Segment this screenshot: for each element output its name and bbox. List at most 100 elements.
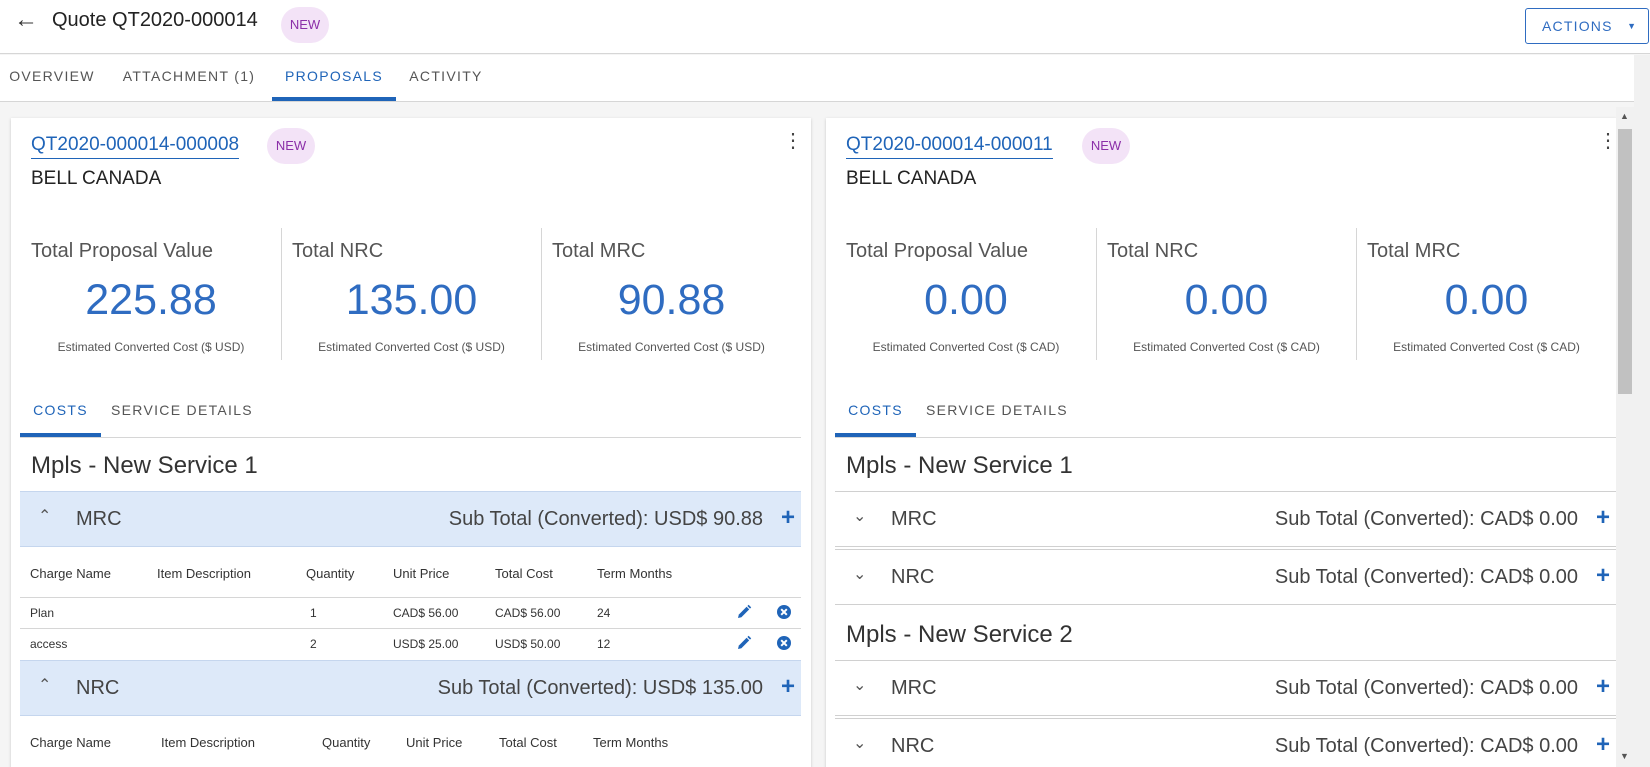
cell-term-months: 12 bbox=[597, 637, 611, 651]
metric-label: Total Proposal Value bbox=[846, 240, 1028, 262]
metric-label: Total NRC bbox=[1107, 240, 1199, 262]
cell-total-cost: USD$ 50.00 bbox=[495, 637, 561, 651]
section-subtotal: Sub Total (Converted): USD$ 135.00 bbox=[437, 677, 763, 699]
nrc-section-header[interactable]: ⌄ NRC Sub Total (Converted): CAD$ 0.00 + bbox=[835, 718, 1616, 767]
tab-costs[interactable]: COSTS bbox=[835, 388, 916, 437]
page-scrollbar[interactable] bbox=[1634, 55, 1650, 767]
column-header: Charge Name bbox=[30, 566, 111, 581]
column-header: Term Months bbox=[593, 735, 669, 750]
chevron-down-icon[interactable]: ⌄ bbox=[853, 735, 867, 752]
company-name: BELL CANADA bbox=[846, 168, 977, 189]
edit-icon[interactable] bbox=[736, 604, 752, 625]
chevron-up-icon[interactable]: ⌃ bbox=[38, 677, 52, 694]
proposal-card: QT2020-000014-000008 NEW BELL CANADA ⋮ T… bbox=[11, 118, 811, 767]
tab-attachment[interactable]: ATTACHMENT (1) bbox=[122, 68, 256, 84]
metric-value: 0.00 bbox=[924, 276, 1008, 324]
plus-icon[interactable]: + bbox=[780, 504, 795, 531]
section-subtotal: Sub Total (Converted): CAD$ 0.00 bbox=[1274, 508, 1578, 530]
cell-quantity: 1 bbox=[310, 606, 317, 620]
actions-button[interactable]: ACTIONS ▼ bbox=[1525, 8, 1649, 44]
column-header: Total Cost bbox=[495, 566, 553, 581]
proposal-link[interactable]: QT2020-000014-000008 bbox=[31, 134, 240, 159]
table-row: access 2 USD$ 25.00 USD$ 50.00 12 bbox=[20, 628, 801, 659]
section-subtotal: Sub Total (Converted): CAD$ 0.00 bbox=[1274, 566, 1578, 588]
more-vert-icon[interactable]: ⋮ bbox=[1598, 130, 1618, 152]
metric-value: 0.00 bbox=[1184, 276, 1269, 324]
page-header: ← Quote QT2020-000014 NEW ACTIONS ▼ bbox=[0, 0, 1650, 54]
metric-subtext: Estimated Converted Cost ($ CAD) bbox=[872, 340, 1060, 354]
metric-total-nrc: Total NRC 135.00 Estimated Converted Cos… bbox=[281, 228, 541, 360]
metric-label: Total MRC bbox=[1367, 240, 1461, 262]
column-header: Quantity bbox=[306, 566, 355, 581]
cell-unit-price: CAD$ 56.00 bbox=[393, 606, 459, 620]
plus-icon[interactable]: + bbox=[1595, 673, 1610, 700]
plus-icon[interactable]: + bbox=[1595, 504, 1610, 531]
chevron-down-icon[interactable]: ⌄ bbox=[853, 677, 867, 694]
column-header: Item Description bbox=[157, 566, 251, 581]
proposal-tabs: COSTS SERVICE DETAILS bbox=[835, 388, 1616, 438]
mrc-section-header[interactable]: ⌄ MRC Sub Total (Converted): CAD$ 0.00 + bbox=[835, 491, 1616, 547]
table-row: Plan 1 CAD$ 56.00 CAD$ 56.00 24 bbox=[20, 597, 801, 628]
cell-charge-name: access bbox=[30, 637, 68, 651]
metric-label: Total NRC bbox=[292, 240, 384, 262]
column-header: Term Months bbox=[597, 566, 673, 581]
cell-term-months: 24 bbox=[597, 606, 611, 620]
tab-service-details[interactable]: SERVICE DETAILS bbox=[926, 402, 1068, 418]
cell-quantity: 2 bbox=[310, 637, 317, 651]
column-header: Item Description bbox=[161, 735, 255, 750]
caret-down-icon: ▼ bbox=[1627, 21, 1636, 31]
chevron-up-icon[interactable]: ⌃ bbox=[38, 508, 52, 525]
metric-value: 225.88 bbox=[85, 276, 217, 324]
plus-icon[interactable]: + bbox=[1595, 731, 1610, 758]
section-subtotal: Sub Total (Converted): CAD$ 0.00 bbox=[1274, 677, 1578, 699]
page-title: Quote QT2020-000014 bbox=[52, 9, 258, 31]
metric-subtext: Estimated Converted Cost ($ CAD) bbox=[1393, 340, 1580, 354]
metric-value: 0.00 bbox=[1444, 276, 1529, 324]
status-badge: NEW bbox=[267, 128, 315, 164]
tab-costs[interactable]: COSTS bbox=[20, 388, 101, 437]
scroll-down-icon[interactable]: ▼ bbox=[1620, 751, 1629, 761]
service-title: Mpls - New Service 2 bbox=[846, 621, 1073, 648]
mrc-section-header[interactable]: ⌃ MRC Sub Total (Converted): USD$ 90.88 … bbox=[20, 491, 801, 547]
column-header: Unit Price bbox=[406, 735, 463, 750]
section-name: NRC bbox=[891, 566, 935, 588]
section-name: NRC bbox=[891, 735, 935, 757]
more-vert-icon[interactable]: ⋮ bbox=[783, 130, 803, 152]
metric-label: Total Proposal Value bbox=[31, 240, 213, 262]
service-title: Mpls - New Service 1 bbox=[846, 452, 1073, 479]
metric-subtext: Estimated Converted Cost ($ USD) bbox=[578, 340, 765, 354]
column-header: Quantity bbox=[322, 735, 371, 750]
main-tabs: OVERVIEW ATTACHMENT (1) PROPOSALS ACTIVI… bbox=[0, 55, 1650, 102]
remove-circle-icon[interactable] bbox=[776, 604, 792, 625]
mrc-section-header[interactable]: ⌄ MRC Sub Total (Converted): CAD$ 0.00 + bbox=[835, 660, 1616, 716]
tab-service-details[interactable]: SERVICE DETAILS bbox=[111, 402, 253, 418]
scrollbar-thumb[interactable] bbox=[1618, 129, 1632, 394]
plus-icon[interactable]: + bbox=[1595, 562, 1610, 589]
actions-label: ACTIONS bbox=[1542, 18, 1613, 34]
tab-proposals[interactable]: PROPOSALS bbox=[272, 55, 396, 101]
metric-label: Total MRC bbox=[552, 240, 646, 262]
plus-icon[interactable]: + bbox=[780, 673, 795, 700]
proposal-link[interactable]: QT2020-000014-000011 bbox=[846, 134, 1053, 159]
metric-total-mrc: Total MRC 0.00 Estimated Converted Cost … bbox=[1356, 228, 1616, 360]
remove-circle-icon[interactable] bbox=[776, 635, 792, 656]
arrow-left-icon[interactable]: ← bbox=[14, 6, 38, 33]
metric-value: 135.00 bbox=[345, 276, 478, 324]
chevron-down-icon[interactable]: ⌄ bbox=[853, 508, 867, 525]
scroll-up-icon[interactable]: ▲ bbox=[1620, 111, 1629, 121]
column-header: Unit Price bbox=[393, 566, 450, 581]
proposal-tabs: COSTS SERVICE DETAILS bbox=[20, 388, 801, 438]
section-subtotal: Sub Total (Converted): CAD$ 0.00 bbox=[1274, 735, 1578, 757]
nrc-section-header[interactable]: ⌄ NRC Sub Total (Converted): CAD$ 0.00 + bbox=[835, 549, 1616, 605]
edit-icon[interactable] bbox=[736, 635, 752, 656]
tab-activity[interactable]: ACTIVITY bbox=[409, 68, 483, 84]
chevron-down-icon[interactable]: ⌄ bbox=[853, 566, 867, 583]
section-name: MRC bbox=[76, 508, 122, 530]
metric-total-proposal-value: Total Proposal Value 225.88 Estimated Co… bbox=[21, 228, 281, 360]
column-header: Charge Name bbox=[30, 735, 111, 750]
nrc-section-header[interactable]: ⌃ NRC Sub Total (Converted): USD$ 135.00… bbox=[20, 660, 801, 716]
metric-total-mrc: Total MRC 90.88 Estimated Converted Cost… bbox=[541, 228, 801, 360]
tab-overview[interactable]: OVERVIEW bbox=[9, 68, 95, 84]
company-name: BELL CANADA bbox=[31, 168, 162, 189]
content-scrollbar[interactable]: ▲ ▼ bbox=[1616, 107, 1634, 767]
